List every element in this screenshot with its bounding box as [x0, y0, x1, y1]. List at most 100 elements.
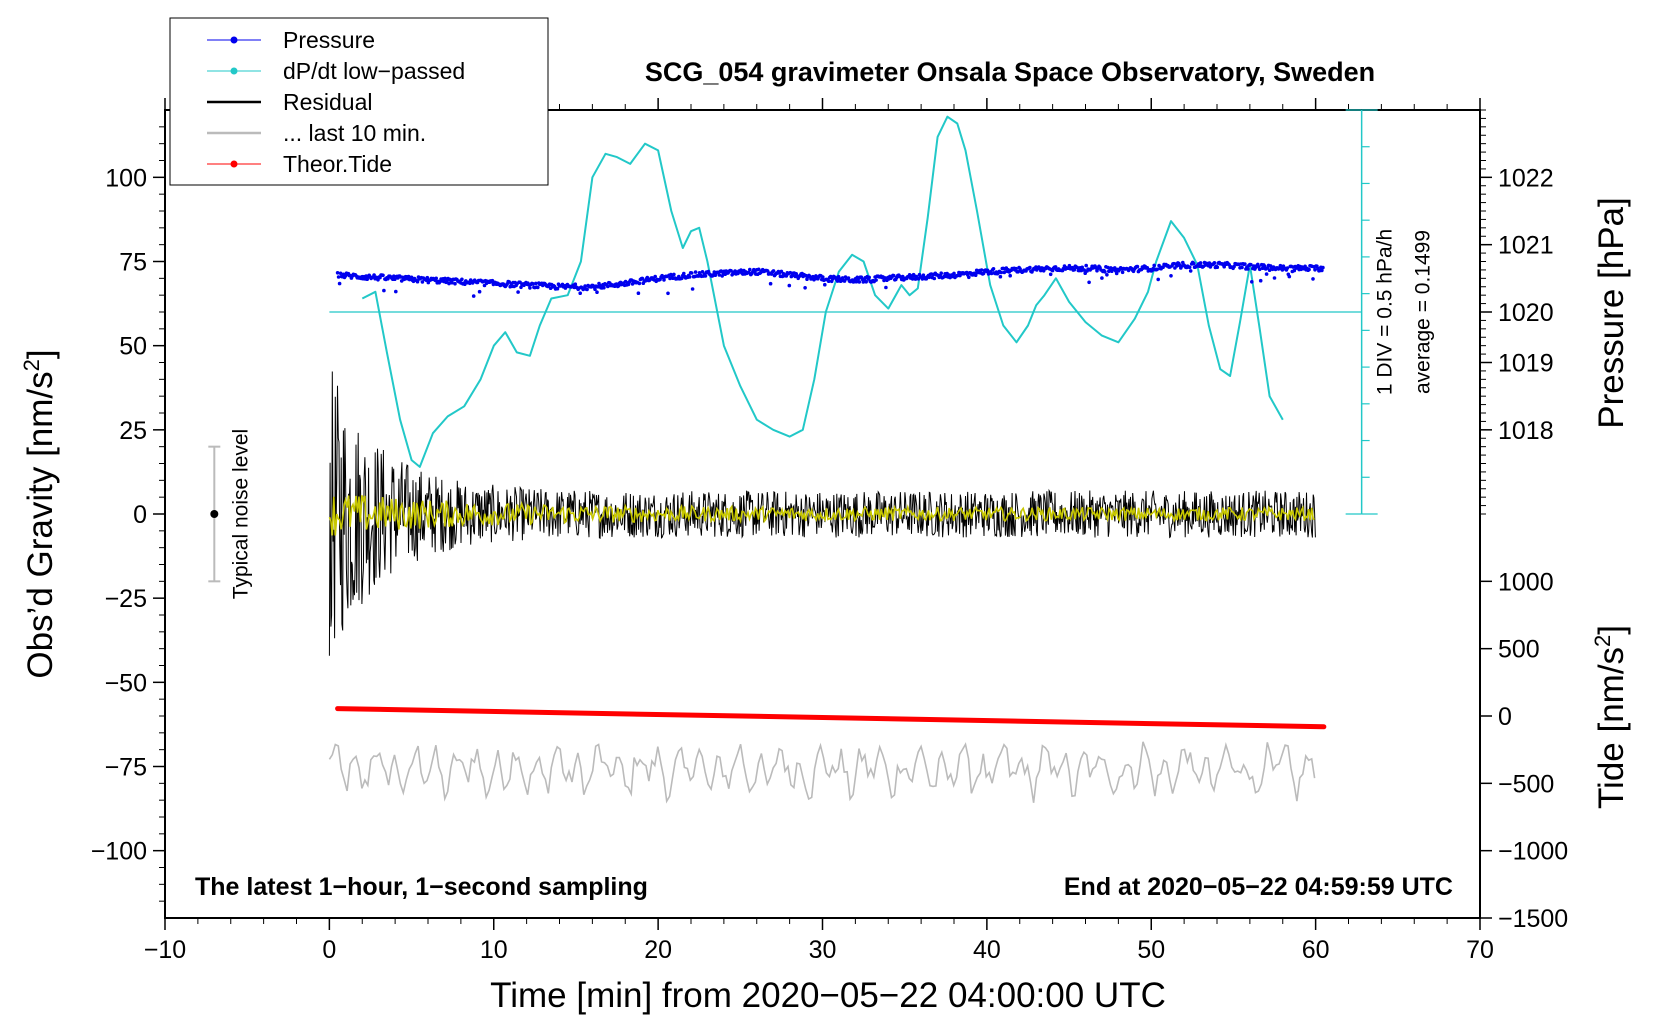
- pressure-dot: [748, 267, 752, 272]
- pressure-dot: [1262, 264, 1267, 269]
- pressure-dot: [991, 267, 996, 271]
- legend-marker: [230, 160, 238, 168]
- pressure-dot: [1313, 268, 1317, 272]
- pressure-dot: [1075, 265, 1080, 270]
- pressure-dot: [1114, 271, 1119, 276]
- x-tick-label: 50: [1137, 936, 1165, 964]
- x-tick-label: 70: [1466, 936, 1494, 964]
- pressure-dot: [1106, 265, 1110, 270]
- y-tick-label: 0: [133, 501, 147, 529]
- pressure-dot: [952, 271, 956, 276]
- pressure-dot: [1157, 263, 1161, 268]
- pressure-dot: [477, 289, 482, 294]
- pressure-dot: [900, 274, 905, 279]
- pressure-dot: [336, 275, 341, 279]
- pressure-dot: [420, 280, 425, 284]
- pressure-dot: [1100, 276, 1104, 280]
- pressure-dot: [788, 270, 793, 275]
- pressure-dot: [846, 276, 851, 280]
- pressure-dots: [335, 260, 1325, 298]
- pressure-dot: [382, 288, 386, 293]
- pressure-dot: [981, 271, 986, 276]
- pressure-dot: [1240, 265, 1244, 270]
- pressure-dot: [756, 267, 761, 272]
- pressure-dot: [668, 276, 672, 281]
- pressure-tick-label: 1018: [1498, 417, 1554, 445]
- legend: Pressure dP/dt low−passed Residual ... last…: [169, 17, 549, 186]
- pressure-dot: [1215, 265, 1220, 270]
- dpdt-line: [361, 115, 1284, 468]
- pressure-dot: [636, 291, 641, 296]
- pressure-dot: [729, 269, 733, 273]
- pressure-dot: [585, 287, 589, 292]
- pressure-dot: [1087, 280, 1091, 285]
- pressure-dot: [662, 278, 666, 282]
- tide-tick-label: 500: [1498, 636, 1540, 664]
- pressure-dot: [680, 276, 684, 281]
- pressure-dot: [979, 268, 984, 272]
- pressure-dot: [593, 287, 597, 292]
- legend-label: dP/dt low−passed: [283, 58, 465, 84]
- pressure-dot: [998, 274, 1003, 279]
- pressure-dot: [1292, 268, 1297, 273]
- pressure-dot: [1232, 264, 1236, 269]
- x-tick-label: 60: [1302, 936, 1330, 964]
- pressure-dot: [821, 275, 825, 279]
- pressure-dot: [563, 286, 568, 290]
- pressure-dot: [453, 281, 457, 286]
- pressure-dot: [516, 290, 520, 294]
- pressure-dot: [1257, 267, 1262, 272]
- chart-title: SCG_054 gravimeter Onsala Space Observat…: [645, 57, 1375, 87]
- pressure-dot: [985, 268, 990, 273]
- pressure-dot: [672, 272, 676, 277]
- pressure-dot: [1307, 267, 1311, 272]
- dpdt-average-label: average = 0.1499: [1411, 230, 1434, 394]
- pressure-dot: [606, 284, 610, 289]
- pressure-dot: [1249, 262, 1253, 267]
- pressure-dot: [973, 273, 978, 278]
- legend-label: ... last 10 min.: [283, 120, 426, 146]
- y-axis-label-pressure: Pressure [hPa]: [1592, 197, 1631, 429]
- pressure-dot: [1320, 268, 1324, 273]
- x-tick-label: 0: [322, 936, 336, 964]
- tide-tick-label: −1000: [1498, 838, 1568, 866]
- y-axis-label-tide: Tide [nm/s2]: [1590, 625, 1631, 809]
- pressure-dot: [583, 284, 587, 288]
- pressure-dot: [1120, 270, 1125, 275]
- pressure-dot: [338, 271, 343, 276]
- pressure-dot: [653, 274, 657, 279]
- pressure-dot: [1008, 273, 1012, 278]
- pressure-dot: [787, 283, 792, 288]
- annotation-sampling: The latest 1−hour, 1−second sampling: [195, 873, 648, 901]
- pressure-dot: [434, 276, 439, 281]
- pressure-dot: [1264, 272, 1269, 276]
- pressure-dot: [470, 281, 475, 285]
- pressure-dot: [573, 282, 578, 287]
- pressure-dot: [578, 291, 582, 296]
- pressure-dot: [693, 270, 698, 274]
- x-axis-label: Time [min] from 2020−05−22 04:00:00 UTC: [490, 976, 1166, 1015]
- pressure-dot: [884, 285, 888, 290]
- pressure-dot: [1014, 266, 1018, 271]
- pressure-dot: [392, 274, 396, 279]
- annotation-end-time: End at 2020−05−22 04:59:59 UTC: [1064, 873, 1453, 901]
- tide-tick-label: −1500: [1498, 905, 1568, 933]
- y-tick-label: −25: [105, 585, 147, 613]
- pressure-dot: [1002, 270, 1007, 275]
- legend-marker: [230, 36, 238, 44]
- series-layer: [328, 115, 1327, 804]
- pressure-tick-label: 1022: [1498, 164, 1554, 192]
- pressure-dot: [874, 278, 878, 282]
- pressure-dot: [927, 275, 932, 280]
- y-tick-label: 100: [105, 164, 147, 192]
- pressure-dot: [1278, 263, 1283, 268]
- pressure-dot: [425, 275, 430, 280]
- pressure-dot: [682, 271, 686, 276]
- y-tick-label: 50: [119, 333, 147, 361]
- pressure-dot: [689, 271, 694, 275]
- y-axis-label-gravity: Obs’d Gravity [nm/s2]: [19, 349, 60, 678]
- legend-label: Theor.Tide: [283, 151, 392, 177]
- pressure-dot: [1016, 270, 1020, 274]
- y-tick-label: −50: [105, 669, 147, 697]
- pressure-dot: [666, 291, 670, 296]
